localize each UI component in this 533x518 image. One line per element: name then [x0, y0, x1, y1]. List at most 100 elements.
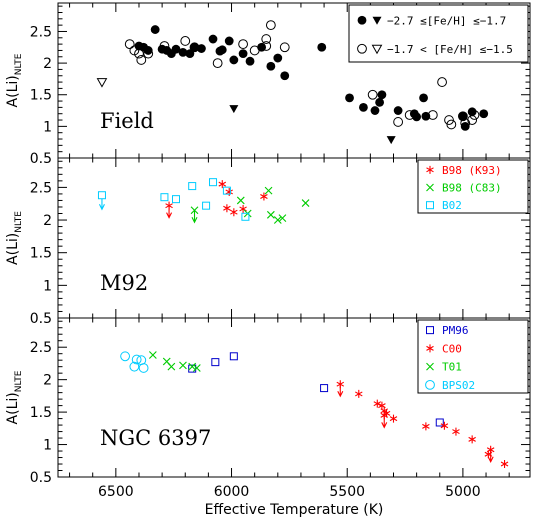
data-point	[265, 20, 276, 31]
data-point	[372, 16, 382, 25]
data-point	[460, 118, 471, 129]
y-tick-label: 0.5	[30, 151, 52, 167]
legend-label: T01	[442, 361, 462, 374]
y-tick-label: 1	[43, 278, 52, 294]
series-cross-limit	[190, 206, 199, 224]
data-point	[426, 201, 434, 210]
upper-limit-arrow	[166, 205, 173, 219]
data-point	[266, 61, 276, 71]
data-point	[266, 210, 275, 219]
x-tick-label: 5500	[329, 484, 365, 500]
data-point	[241, 212, 250, 221]
panel-name: M92	[100, 271, 148, 295]
data-point	[273, 216, 282, 224]
x-tick-label: 6500	[98, 484, 134, 500]
y-tick-label: 1.5	[30, 88, 52, 104]
data-point	[138, 363, 149, 373]
legend-label: B98 (C83)	[442, 182, 502, 195]
data-point	[171, 44, 181, 54]
data-point	[426, 165, 434, 174]
data-point	[426, 362, 434, 371]
upper-limit-arrow	[337, 384, 344, 398]
data-point	[120, 351, 130, 362]
y-tick-label: 2.5	[30, 24, 52, 40]
y-tick-label: 2.5	[30, 180, 52, 196]
data-point	[280, 71, 290, 81]
data-point	[345, 93, 354, 103]
data-point	[317, 42, 327, 52]
upper-limit-arrow	[98, 198, 105, 211]
data-point	[460, 121, 470, 131]
y-tick-label: 2	[43, 213, 52, 229]
data-point	[238, 39, 248, 50]
data-point	[236, 196, 245, 205]
data-point	[301, 199, 310, 207]
legend-label: −2.7 ≤[Fe/H] ≤−1.7	[387, 14, 506, 27]
series-asterisk	[355, 389, 509, 469]
data-point	[136, 55, 147, 65]
data-point	[404, 110, 415, 120]
y-axis-title-subscript: NLTE	[14, 53, 24, 75]
data-point	[188, 362, 197, 371]
data-point	[97, 191, 106, 200]
series-open-square	[188, 352, 444, 427]
y-tick-label: 1.5	[30, 246, 52, 262]
data-point	[148, 351, 157, 359]
legend-label: −1.7 < [Fe/H] ≤−1.5	[387, 43, 513, 56]
data-point	[238, 49, 248, 59]
x-tick-label: 5000	[445, 484, 481, 500]
data-point	[124, 39, 135, 50]
series-open-triangle	[96, 78, 108, 88]
data-point	[190, 42, 199, 52]
data-point	[131, 354, 142, 365]
panel-name: NGC 6397	[100, 426, 211, 450]
data-point	[371, 44, 383, 55]
data-point	[375, 97, 385, 107]
y-axis-title: A(Li)NLTE	[5, 211, 24, 265]
data-point	[355, 389, 363, 398]
data-point	[245, 56, 255, 66]
data-point	[179, 361, 187, 370]
data-point	[159, 41, 170, 51]
data-point	[223, 204, 231, 213]
y-axis-title-subscript: NLTE	[14, 211, 24, 233]
y-axis-title-subscript: NLTE	[14, 370, 24, 392]
y-tick-label: 0.5	[30, 311, 52, 327]
data-point	[202, 201, 211, 210]
y-tick-label: 1.5	[30, 405, 52, 421]
legend-label: C00	[442, 342, 462, 355]
data-point	[273, 53, 283, 63]
data-point	[212, 58, 223, 69]
data-point	[468, 435, 476, 444]
data-point	[278, 214, 287, 222]
data-point	[357, 15, 367, 25]
data-point	[440, 421, 449, 430]
data-point	[211, 358, 220, 367]
panel-name: Field	[100, 109, 154, 133]
data-point	[143, 48, 154, 59]
data-point	[260, 192, 268, 201]
data-point	[225, 187, 233, 196]
data-point	[264, 186, 273, 195]
series-filled-triangle	[229, 105, 396, 145]
data-point	[373, 399, 382, 408]
data-point	[150, 25, 160, 34]
data-point	[249, 45, 260, 56]
data-point	[370, 106, 380, 115]
data-point	[167, 362, 176, 371]
data-point	[218, 180, 227, 189]
panel-ngc-6397: 0.5 1 1.5 2 2.5 A(Li)NLTE NGC 6397 PM96 C00 T01 BP…	[5, 317, 531, 486]
upper-limit-arrow	[487, 449, 494, 463]
legend-label: B98 (K93)	[442, 164, 502, 177]
data-point	[422, 422, 430, 431]
panel-frame	[57, 317, 531, 478]
y-tick-label: 2.5	[30, 340, 52, 356]
y-axis-title: A(Li)NLTE	[5, 370, 24, 424]
data-point	[209, 178, 218, 187]
data-point	[435, 418, 444, 427]
y-axis-title: A(Li)NLTE	[5, 53, 24, 107]
data-point	[96, 78, 108, 88]
legend: B98 (K93) B98 (C83) B02	[417, 159, 529, 214]
series-cross	[148, 351, 201, 372]
series-asterisk-limit	[165, 201, 173, 219]
